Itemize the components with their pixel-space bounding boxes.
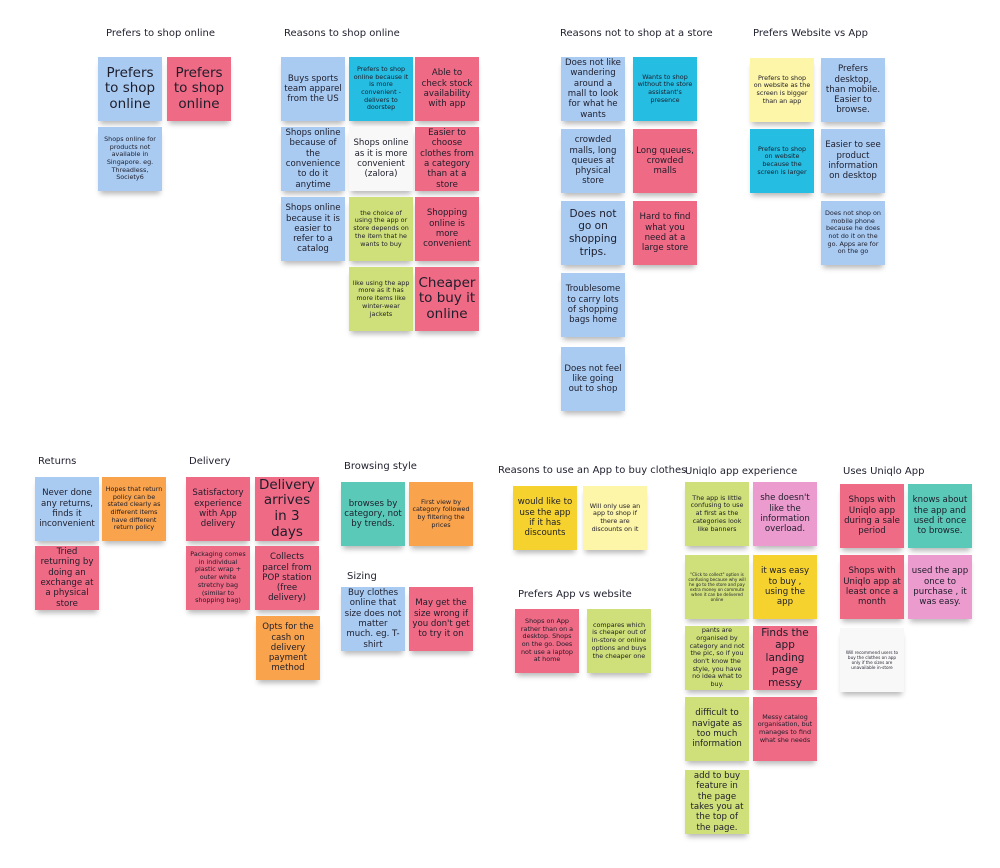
sticky-note[interactable]: Troublesome to carry lots of shopping ba… xyxy=(561,273,625,337)
group-heading: Reasons to shop online xyxy=(284,28,400,39)
sticky-note[interactable]: the choice of using the app or store dep… xyxy=(349,197,413,261)
sticky-note[interactable]: Buys sports team apparel from the US xyxy=(281,57,345,121)
sticky-note[interactable]: difficult to navigate as too much inform… xyxy=(685,697,749,761)
sticky-note[interactable]: add to buy feature in the page takes you… xyxy=(685,770,749,834)
sticky-note[interactable]: Shops with Uniqlo app at least once a mo… xyxy=(840,555,904,619)
sticky-note[interactable]: Does not shop on mobile phone because he… xyxy=(821,201,885,265)
sticky-note[interactable]: browses by category, not by trends. xyxy=(341,482,405,546)
sticky-note[interactable]: Shopping online is more convenient xyxy=(415,197,479,261)
sticky-note[interactable]: Messy catalog organisation, but manages … xyxy=(753,697,817,761)
group-heading: Delivery xyxy=(189,456,231,467)
sticky-note[interactable]: would like to use the app if it has disc… xyxy=(513,486,577,550)
sticky-note[interactable]: Prefers desktop, than mobile. Easier to … xyxy=(821,58,885,122)
group-heading: Uses Uniqlo App xyxy=(843,466,925,477)
sticky-note[interactable]: Hopes that return policy can be stated c… xyxy=(102,477,166,541)
sticky-note[interactable]: Prefers to shop online xyxy=(167,57,231,121)
sticky-note[interactable]: she doesn't like the information overloa… xyxy=(753,482,817,546)
sticky-note[interactable]: Delivery arrives in 3 days xyxy=(255,477,319,541)
sticky-note[interactable]: Shops online as it is more convenient (z… xyxy=(349,127,413,191)
sticky-note[interactable]: Does not feel like going out to shop xyxy=(561,347,625,411)
sticky-note[interactable]: Shops online because of the convenience … xyxy=(281,127,345,191)
sticky-note[interactable]: Prefers to shop online xyxy=(98,57,162,121)
group-heading: Browsing style xyxy=(344,461,417,472)
group-heading: Uniqlo app experience xyxy=(685,466,798,477)
group-heading: Prefers Website vs App xyxy=(753,28,868,39)
group-heading: Prefers to shop online xyxy=(106,28,215,39)
sticky-note[interactable]: Will recommend users to buy the clothes … xyxy=(840,628,904,692)
sticky-note[interactable]: Hard to find what you need at a large st… xyxy=(633,201,697,265)
sticky-note[interactable]: Prefers to shop on website as the screen… xyxy=(750,58,814,122)
sticky-note[interactable]: Able to check stock availability with ap… xyxy=(415,57,479,121)
group-heading: Prefers App vs website xyxy=(518,589,632,600)
sticky-note[interactable]: May get the size wrong if you don't get … xyxy=(409,587,473,651)
sticky-note[interactable]: Collects parcel from POP station (free d… xyxy=(255,546,319,610)
sticky-note[interactable]: Shops on App rather than on a desktop. S… xyxy=(515,609,579,673)
sticky-note[interactable]: Shops with Uniqlo app during a sale peri… xyxy=(840,484,904,548)
sticky-note[interactable]: Shops online for products not available … xyxy=(98,127,162,191)
sticky-note[interactable]: Satisfactory experience with App deliver… xyxy=(186,477,250,541)
sticky-note[interactable]: knows about the app and used it once to … xyxy=(908,484,972,548)
group-heading: Sizing xyxy=(347,571,377,582)
sticky-note[interactable]: pants are organised by category and not … xyxy=(685,626,749,690)
sticky-note[interactable]: First view by category followed by filte… xyxy=(409,482,473,546)
sticky-note[interactable]: Shops online because it is easier to ref… xyxy=(281,197,345,261)
sticky-note[interactable]: "Click to collect" option is confusing b… xyxy=(685,555,749,619)
sticky-note[interactable]: it was easy to buy , using the app xyxy=(753,555,817,619)
sticky-note[interactable]: Easier to choose clothes from a category… xyxy=(415,127,479,191)
sticky-note[interactable]: Prefers to shop on website because the s… xyxy=(750,129,814,193)
sticky-note[interactable]: like using the app more as it has more i… xyxy=(349,267,413,331)
sticky-note[interactable]: Tried returning by doing an exchange at … xyxy=(35,546,99,610)
group-heading: Reasons to use an App to buy clothes xyxy=(498,465,687,476)
sticky-note[interactable]: The app is little confusing to use at fi… xyxy=(685,482,749,546)
sticky-note[interactable]: Does not go on shopping trips. xyxy=(561,201,625,265)
sticky-note[interactable]: Long queues, crowded malls xyxy=(633,129,697,193)
sticky-note[interactable]: Buy clothes online that size does not ma… xyxy=(341,587,405,651)
sticky-note[interactable]: Wants to shop without the store assistan… xyxy=(633,57,697,121)
sticky-note[interactable]: Easier to see product information on des… xyxy=(821,129,885,193)
sticky-note[interactable]: Packaging comes in individual plastic wr… xyxy=(186,546,250,610)
sticky-note[interactable]: Does not like wandering around a mall to… xyxy=(561,57,625,121)
sticky-note[interactable]: compares which is cheaper out of in-stor… xyxy=(587,609,651,673)
sticky-note[interactable]: Will only use an app to shop if there ar… xyxy=(583,486,647,550)
sticky-note[interactable]: crowded malls, long queues at physical s… xyxy=(561,129,625,193)
sticky-note[interactable]: used the app once to purchase , it was e… xyxy=(908,555,972,619)
group-heading: Reasons not to shop at a store xyxy=(560,28,713,39)
sticky-note[interactable]: Opts for the cash on delivery payment me… xyxy=(256,616,320,680)
sticky-note[interactable]: Never done any returns, finds it inconve… xyxy=(35,477,99,541)
sticky-note[interactable]: Prefers to shop online because it is mor… xyxy=(349,57,413,121)
group-heading: Returns xyxy=(38,456,77,467)
sticky-note[interactable]: Finds the app landing page messy xyxy=(753,626,817,690)
sticky-note[interactable]: Cheaper to buy it online xyxy=(415,267,479,331)
